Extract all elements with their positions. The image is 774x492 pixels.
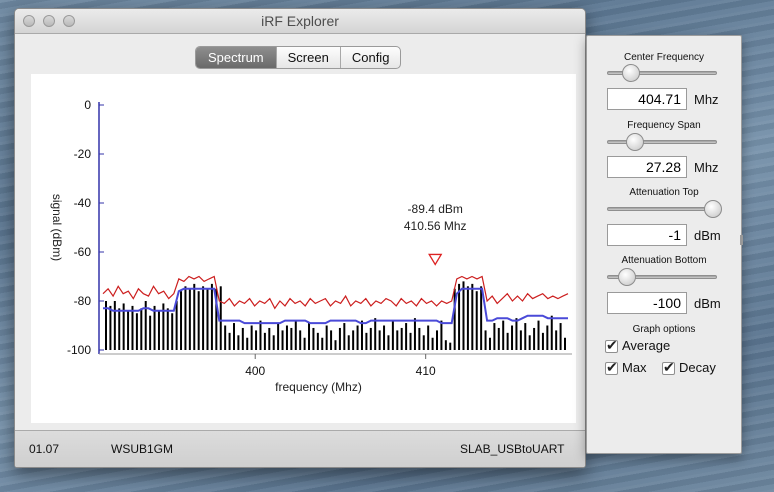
tab-bar: Spectrum Screen Config [195,46,402,69]
control-panel: Center Frequency Mhz Frequency Span Mhz … [586,35,742,454]
panel-resize-grip[interactable] [740,235,743,245]
center-frequency-input[interactable] [607,88,687,110]
attenuation-top-input[interactable] [607,224,687,246]
max-checkbox-label[interactable]: Max [622,360,647,375]
center-frequency-slider[interactable] [607,71,717,75]
tab-screen[interactable]: Screen [275,47,340,68]
x-tick-label: 410 [416,364,436,378]
frequency-span-input[interactable] [607,156,687,178]
frequency-span-slider[interactable] [607,140,717,144]
firmware-version: 01.07 [29,442,60,456]
decay-checkbox-label[interactable]: Decay [679,360,716,375]
max-checkbox[interactable] [605,359,618,376]
main-window: iRF Explorer Spectrum Screen Config 0 -20… [14,8,586,468]
marker-frequency-label: 410.56 Mhz [404,219,467,233]
attenuation-top-unit: dBm [694,228,721,243]
max-trace [102,275,569,310]
frequency-span-label: Frequency Span [627,120,701,131]
attenuation-bottom-label: Attenuation Bottom [621,255,707,266]
serial-port: SLAB_USBtoUART [460,442,565,456]
x-axis-title: frequency (Mhz) [275,380,362,394]
spectrum-chart: 0 -20 -40 -60 -80 -100 400 410 frequency (Mhz) si… [50,98,572,394]
x-tick-label: 400 [245,364,265,378]
y-axis-title: signal (dBm) [50,194,64,261]
y-tick-label: -20 [74,147,92,161]
window-title: iRF Explorer [261,13,339,29]
y-tick-label: -60 [74,245,92,259]
tab-config[interactable]: Config [339,47,401,68]
zoom-window-button[interactable] [63,15,75,27]
minimize-window-button[interactable] [43,15,55,27]
y-tick-label: -80 [74,294,92,308]
title-bar[interactable]: iRF Explorer [15,9,585,34]
attenuation-top-slider-thumb[interactable] [703,200,722,218]
decay-checkbox[interactable] [662,359,675,376]
y-tick-label: -40 [74,196,92,210]
y-tick-label: 0 [84,98,91,112]
attenuation-bottom-unit: dBm [694,296,721,311]
status-bar: 01.07 WSUB1GM SLAB_USBtoUART [15,430,585,467]
attenuation-bottom-slider-thumb[interactable] [617,268,636,286]
center-frequency-label: Center Frequency [623,52,705,63]
y-tick-label: -100 [67,343,91,357]
graph-options-label: Graph options [632,324,696,335]
average-checkbox[interactable] [605,337,618,354]
attenuation-top-slider[interactable] [607,207,717,211]
spectrum-panel: 0 -20 -40 -60 -80 -100 400 410 frequency (Mhz) si… [31,74,576,423]
frequency-span-unit: Mhz [694,160,719,175]
tab-spectrum[interactable]: Spectrum [196,47,276,68]
attenuation-bottom-input[interactable] [607,292,687,314]
average-checkbox-label[interactable]: Average [622,338,671,353]
close-window-button[interactable] [23,15,35,27]
attenuation-bottom-slider[interactable] [607,275,717,279]
peak-marker-triangle [428,253,443,266]
center-frequency-unit: Mhz [694,92,719,107]
device-model: WSUB1GM [111,442,174,456]
average-trace [103,287,568,325]
center-frequency-slider-thumb[interactable] [622,64,641,82]
marker-level-label: -89.4 dBm [408,202,463,216]
attenuation-top-label: Attenuation Top [629,187,699,198]
frequency-span-slider-thumb[interactable] [625,133,644,151]
